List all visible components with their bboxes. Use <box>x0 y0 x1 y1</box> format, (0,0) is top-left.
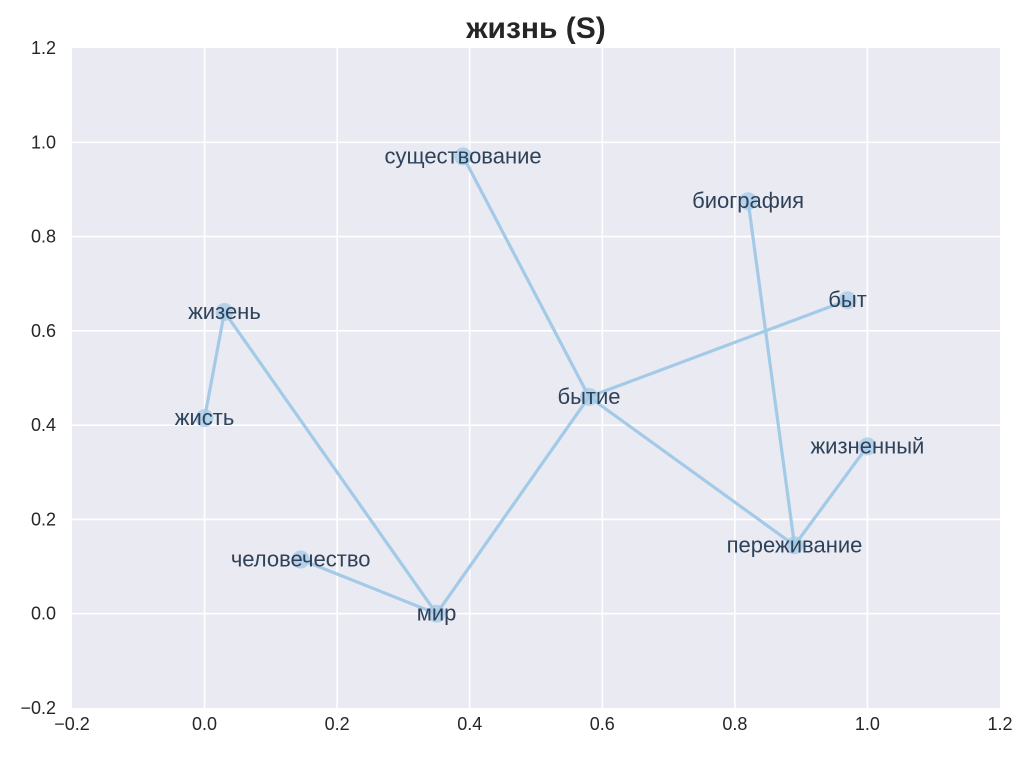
point-biografiya <box>739 192 758 211</box>
point-zhiznennyi <box>858 437 877 456</box>
label-byt: быт <box>828 287 867 312</box>
edge-perezhivanie-biografiya <box>746 199 797 547</box>
x-tick-label: 1.2 <box>987 714 1012 734</box>
edge-bytie-byt <box>587 298 850 399</box>
label-chelovechestvo: человечество <box>231 547 371 572</box>
x-tick-label: 0.8 <box>722 714 747 734</box>
plot-background <box>72 48 1000 708</box>
edge-bytie-perezhivanie <box>587 395 797 547</box>
edge-chelovechestvo-mir <box>299 557 439 616</box>
label-sushchestvovanie: существование <box>384 143 541 168</box>
edges <box>202 154 870 616</box>
y-tick-label: 0.8 <box>31 227 56 247</box>
axis-ticks: −0.2 0.0 0.2 0.4 0.6 0.8 1.0 1.2 −0.2 0.0 0.2 0.4 0.… <box>20 38 1012 734</box>
point-byt <box>838 291 857 310</box>
edge-zhizen-mir <box>222 310 439 616</box>
x-tick-label: 0.2 <box>325 714 350 734</box>
x-tick-label: 0.0 <box>192 714 217 734</box>
edge-perezhivanie-zhiznennyi <box>792 444 870 547</box>
label-perezhivanie: переживание <box>727 532 863 557</box>
x-tick-label: 0.6 <box>590 714 615 734</box>
label-bytie: бытие <box>558 384 621 409</box>
point-zhizen <box>215 303 234 321</box>
edge-zhist-zhizen <box>202 310 227 420</box>
point-labels: существование биография быт жизень бытие жист… <box>175 143 925 625</box>
y-tick-label: 0.6 <box>31 321 56 341</box>
label-biografiya: биография <box>692 188 804 213</box>
y-tick-label: 0.4 <box>31 415 56 435</box>
edge-bytie-sushchestvovanie <box>461 154 591 399</box>
y-tick-label: 0.0 <box>31 604 56 624</box>
point-mir <box>427 604 446 623</box>
x-tick-label: −0.2 <box>54 714 90 734</box>
edge-mir-bytie <box>434 395 591 616</box>
label-zhiznennyi: жизненный <box>810 433 924 458</box>
label-zhist: жисть <box>175 405 235 430</box>
label-zhizen: жизень <box>188 299 261 324</box>
point-bytie <box>580 387 599 406</box>
point-zhist <box>195 409 214 428</box>
point-chelovechestvo <box>291 550 310 569</box>
label-mir: мир <box>417 601 457 626</box>
y-tick-label: 1.0 <box>31 132 56 152</box>
y-tick-label: 1.2 <box>31 38 56 58</box>
x-tick-label: 0.4 <box>457 714 482 734</box>
y-tick-label: 0.2 <box>31 509 56 529</box>
point-perezhivanie <box>785 536 804 555</box>
points <box>195 147 877 623</box>
chart-title: жизнь (S) <box>465 12 606 45</box>
y-tick-label: −0.2 <box>20 698 56 718</box>
point-sushchestvovanie <box>454 147 473 166</box>
x-tick-label: 1.0 <box>855 714 880 734</box>
